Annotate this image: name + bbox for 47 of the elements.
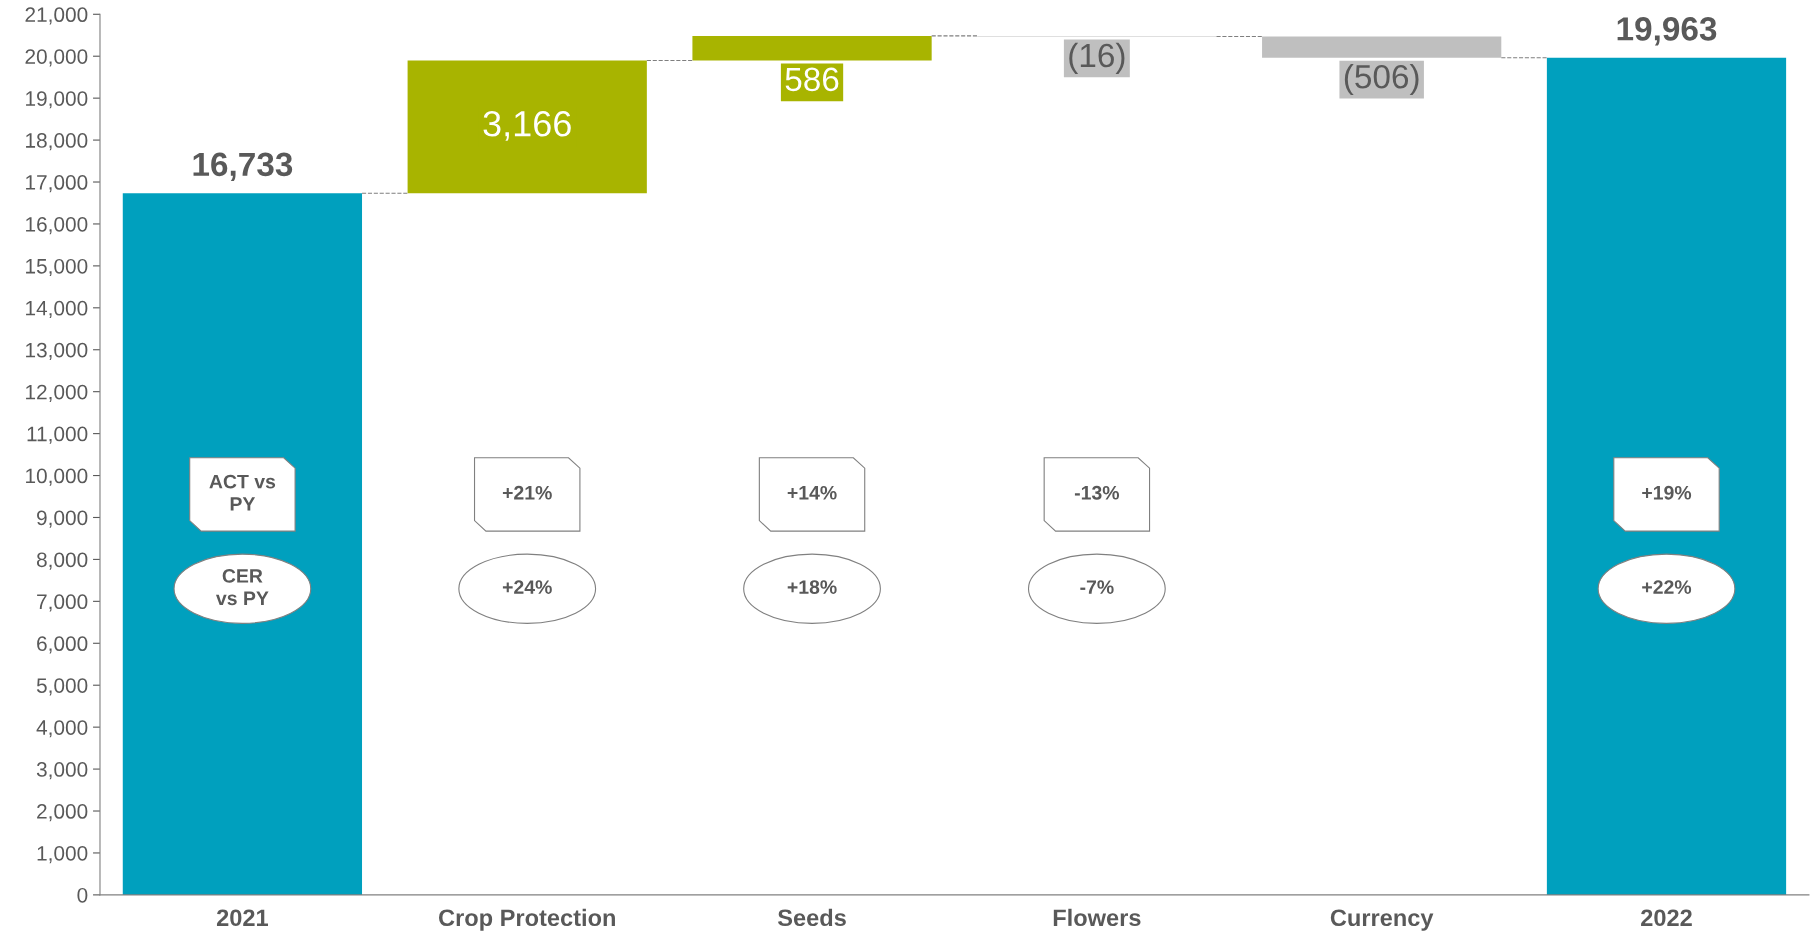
annotation: ACT vs PY	[209, 474, 276, 511]
y-tick-label: 1,000	[37, 845, 88, 864]
y-tick-label: 8,000	[36, 552, 88, 570]
y-tick-label: 10,000	[26, 468, 88, 486]
data-label: 3,166	[483, 110, 571, 141]
bar	[1546, 57, 1787, 895]
y-tick-label: 9,000	[37, 510, 88, 528]
x-tick-label: Flowers	[1053, 908, 1141, 927]
y-tick-label: 21,000	[25, 7, 88, 25]
annotation: CER vs PY	[215, 569, 269, 606]
y-tick-label: 4,000	[36, 720, 88, 738]
y-tick-label: 14,000	[26, 300, 88, 319]
annotation: +21%	[502, 485, 552, 500]
annotation: +19%	[1642, 485, 1692, 500]
annotation: +22%	[1642, 580, 1692, 594]
y-tick-label: 12,000	[26, 384, 88, 402]
y-tick-label: 2,000	[37, 804, 88, 822]
x-tick-label: Crop Protection	[439, 908, 615, 931]
y-tick-label: 16,000	[26, 216, 88, 235]
x-tick-label: Seeds	[777, 908, 846, 927]
y-tick-label: 13,000	[26, 342, 88, 360]
x-tick-label: 2022	[1641, 909, 1692, 927]
y-tick-label: 5,000	[36, 678, 88, 696]
annotation: +14%	[787, 485, 837, 500]
annotation: -7%	[1080, 580, 1114, 594]
bar	[122, 193, 363, 895]
data-label: 16,733	[193, 152, 293, 181]
y-tick-label: 3,000	[36, 762, 88, 780]
x-tick-label: 2021	[216, 909, 269, 927]
y-tick-label: 15,000	[26, 258, 88, 277]
bar	[407, 60, 647, 194]
annotation: +18%	[787, 580, 837, 594]
data-label: (506)	[1344, 64, 1419, 96]
y-tick-label: 6,000	[37, 636, 88, 654]
y-tick-label: 18,000	[26, 133, 88, 151]
annotation: -13%	[1074, 485, 1120, 500]
data-label: 586	[785, 67, 839, 92]
x-tick-label: Currency	[1330, 909, 1434, 931]
y-tick-label: 17,000	[26, 175, 88, 193]
data-label: (16)	[1069, 42, 1125, 74]
y-tick-label: 20,000	[25, 49, 88, 67]
y-tick-label: 7,000	[37, 594, 88, 612]
data-label: 19,963	[1617, 17, 1717, 46]
y-tick-label: 0	[77, 887, 88, 903]
y-tick-label: 19,000	[26, 91, 88, 109]
y-tick-label: 11,000	[27, 426, 88, 444]
annotation: +24%	[502, 580, 552, 594]
